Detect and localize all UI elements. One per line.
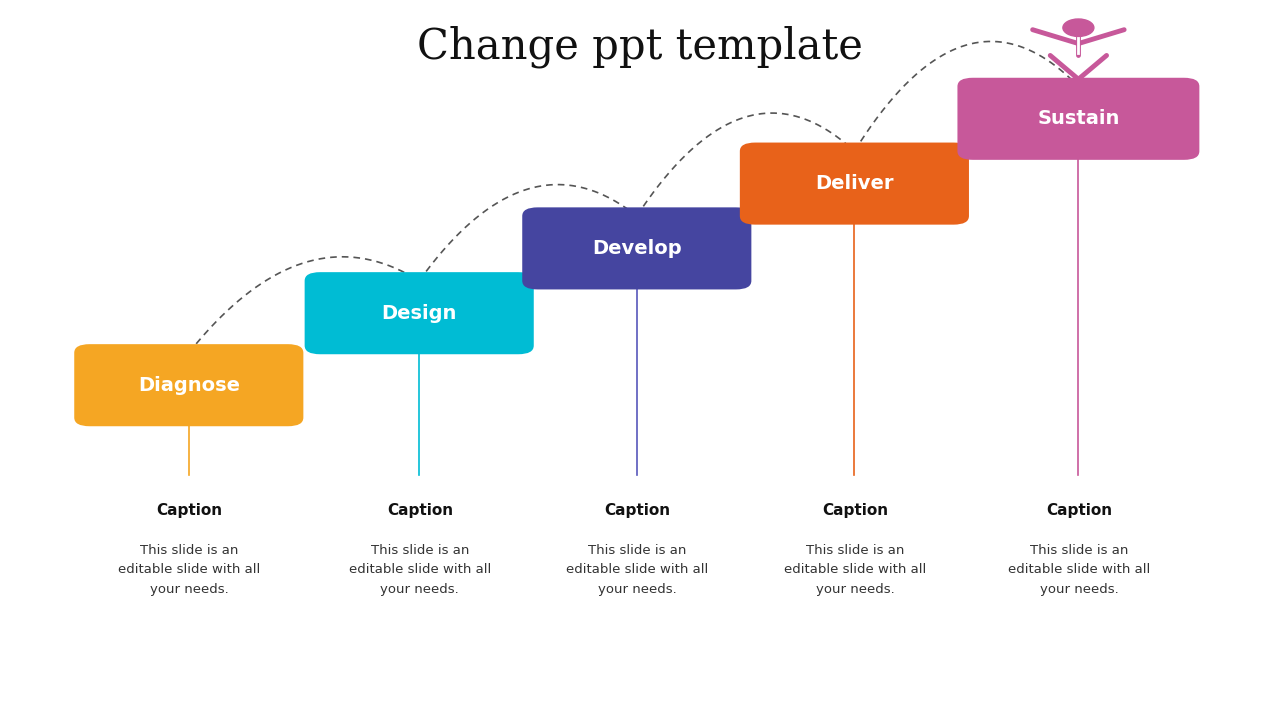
Text: This slide is an
editable slide with all
your needs.: This slide is an editable slide with all… (783, 544, 927, 595)
FancyBboxPatch shape (957, 78, 1199, 160)
FancyBboxPatch shape (740, 143, 969, 225)
Text: Sustain: Sustain (1037, 109, 1120, 128)
Text: This slide is an
editable slide with all
your needs.: This slide is an editable slide with all… (118, 544, 261, 595)
Text: Design: Design (381, 304, 457, 323)
Text: This slide is an
editable slide with all
your needs.: This slide is an editable slide with all… (1007, 544, 1151, 595)
FancyBboxPatch shape (74, 344, 303, 426)
Text: This slide is an
editable slide with all
your needs.: This slide is an editable slide with all… (566, 544, 709, 595)
Circle shape (1062, 19, 1094, 37)
Text: Deliver: Deliver (815, 174, 893, 193)
Text: Caption: Caption (822, 503, 888, 518)
Text: Caption: Caption (604, 503, 671, 518)
Text: This slide is an
editable slide with all
your needs.: This slide is an editable slide with all… (348, 544, 492, 595)
Text: Caption: Caption (1046, 503, 1112, 518)
Text: Change ppt template: Change ppt template (417, 25, 863, 68)
Text: Caption: Caption (156, 503, 223, 518)
Text: Caption: Caption (387, 503, 453, 518)
Text: Develop: Develop (591, 239, 682, 258)
Text: Diagnose: Diagnose (138, 376, 239, 395)
FancyBboxPatch shape (522, 207, 751, 289)
FancyBboxPatch shape (305, 272, 534, 354)
